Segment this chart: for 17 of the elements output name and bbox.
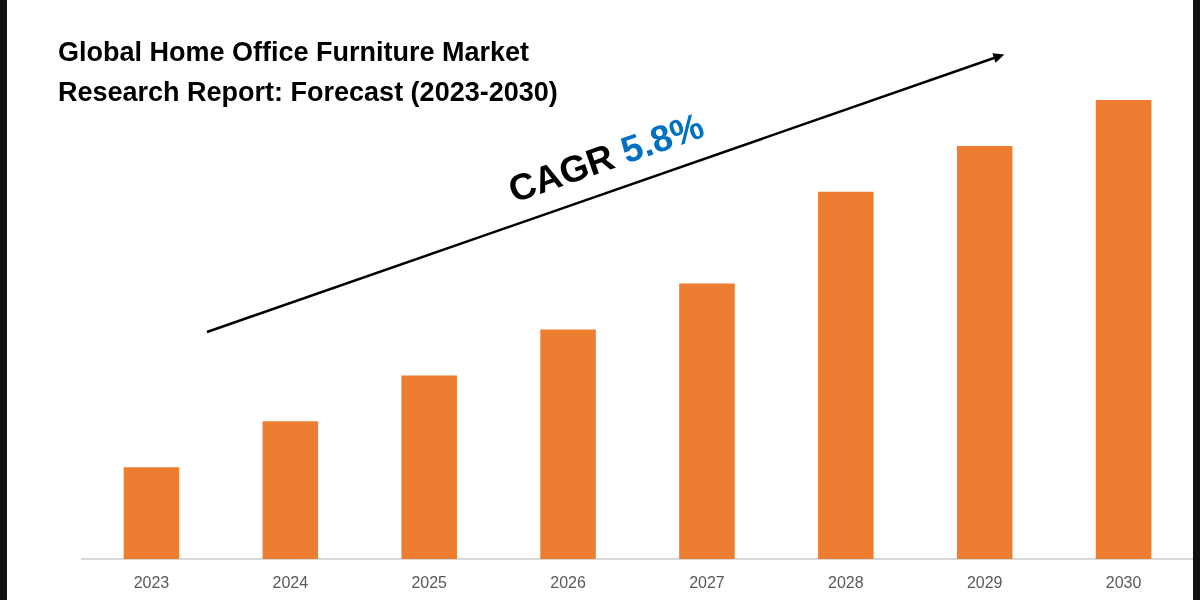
x-tick-label: 2028 — [828, 574, 864, 592]
bar — [123, 467, 180, 559]
x-tick-label: 2027 — [689, 574, 725, 592]
bar — [1095, 100, 1152, 559]
x-tick-label: 2024 — [272, 574, 309, 592]
x-tick-label: 2029 — [966, 574, 1003, 592]
bar — [262, 421, 319, 559]
x-tick-label: 2026 — [550, 574, 586, 592]
chart-title: Global Home Office Furniture Market Research Report: Forecast (2023-2030) — [58, 36, 559, 109]
bar — [401, 375, 457, 559]
x-tick-label: 2023 — [133, 574, 170, 592]
bar — [540, 329, 596, 559]
x-tick-label: 2025 — [411, 574, 448, 592]
bar — [818, 191, 874, 559]
bar — [679, 283, 735, 559]
x-tick-label: 2030 — [1105, 574, 1142, 592]
bar — [956, 145, 1013, 559]
